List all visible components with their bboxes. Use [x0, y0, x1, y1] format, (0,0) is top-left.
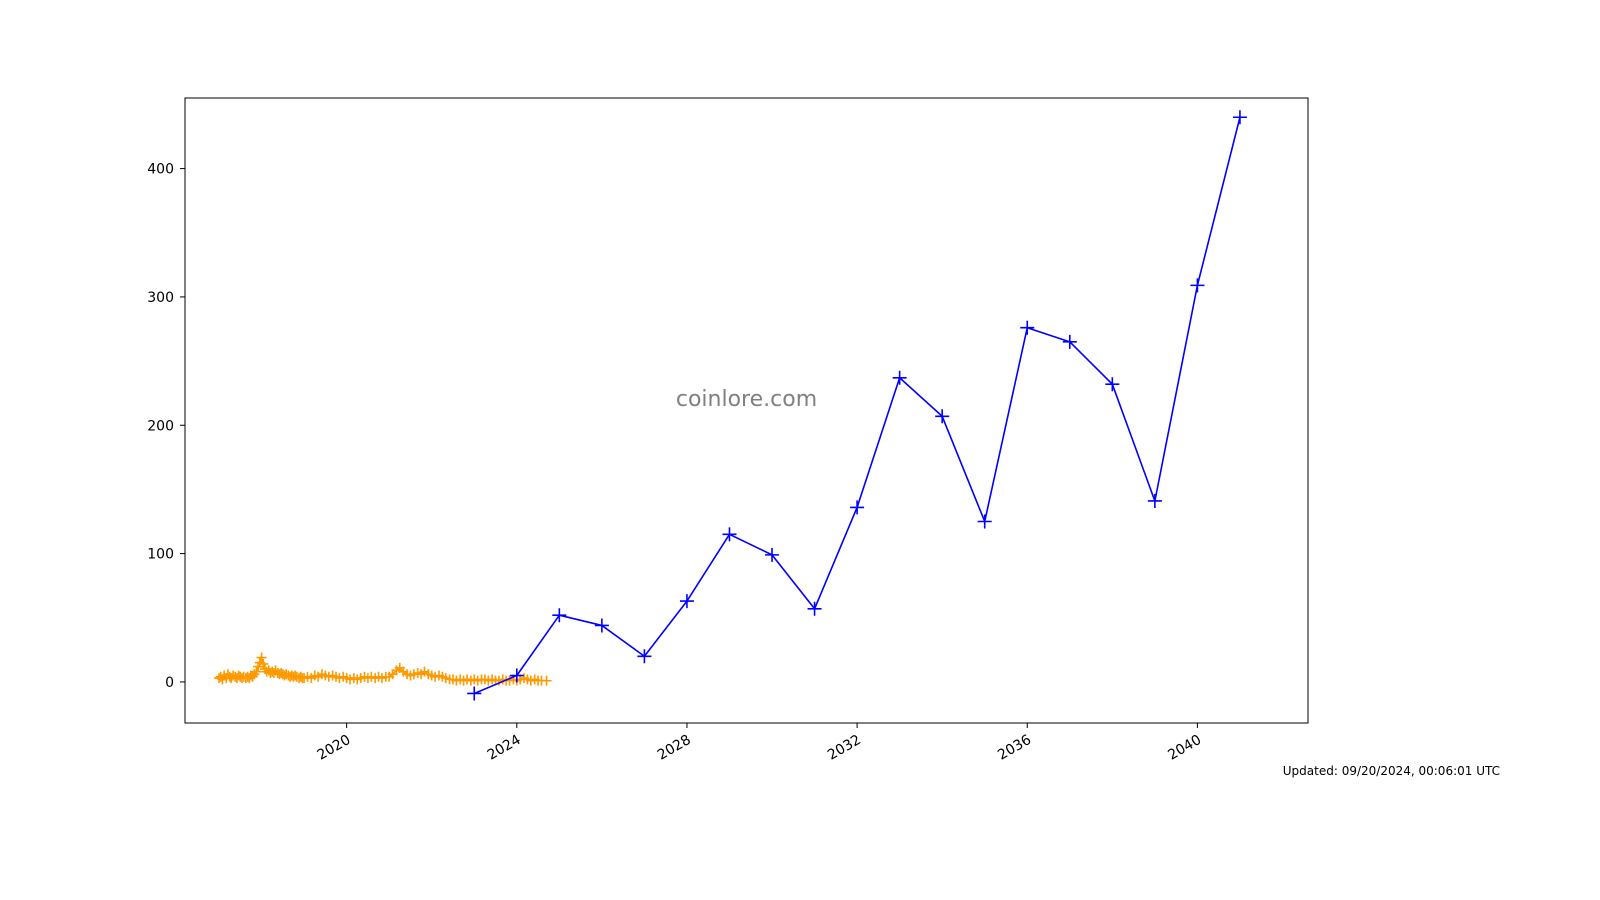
y-tick-label: 100: [147, 547, 174, 563]
updated-timestamp: Updated: 09/20/2024, 00:06:01 UTC: [1283, 764, 1500, 778]
y-tick-label: 400: [147, 162, 174, 178]
y-tick-label: 200: [147, 418, 174, 434]
watermark-text: coinlore.com: [676, 387, 817, 412]
price-forecast-chart: coinlore.com0100200300400202020242028203…: [0, 0, 1600, 900]
y-tick-label: 300: [147, 290, 174, 306]
y-tick-label: 0: [165, 675, 174, 691]
chart-container: coinlore.com0100200300400202020242028203…: [0, 0, 1600, 900]
